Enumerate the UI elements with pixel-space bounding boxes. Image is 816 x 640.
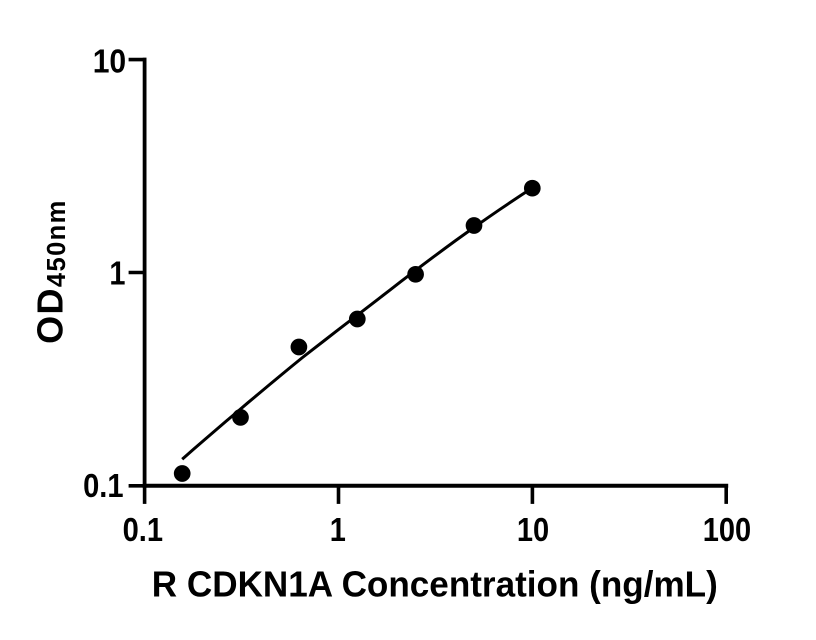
svg-text:0.1: 0.1 <box>123 511 163 548</box>
svg-text:R CDKN1A Concentration (ng/mL): R CDKN1A Concentration (ng/mL) <box>152 563 718 604</box>
svg-text:1: 1 <box>109 254 125 291</box>
svg-text:10: 10 <box>517 511 549 548</box>
svg-text:1: 1 <box>330 511 346 548</box>
svg-text:0.1: 0.1 <box>83 467 123 504</box>
svg-text:100: 100 <box>703 511 751 548</box>
svg-text:10: 10 <box>93 42 127 79</box>
